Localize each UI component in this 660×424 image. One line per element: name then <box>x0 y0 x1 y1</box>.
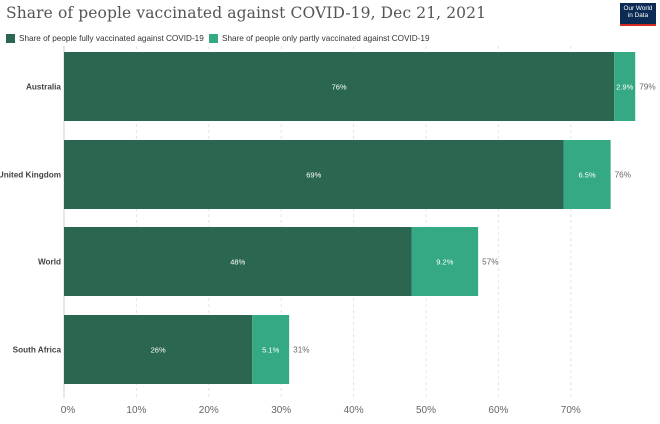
x-tick-label: 0% <box>61 405 76 416</box>
legend-label-fully: Share of people fully vaccinated against… <box>19 34 204 43</box>
data-label-fully: 69% <box>306 171 321 180</box>
total-label: 31% <box>293 346 309 355</box>
legend-swatch-fully <box>6 34 15 43</box>
y-category-label: South Africa <box>13 346 62 355</box>
legend-label-partly: Share of people only partly vaccinated a… <box>222 34 430 43</box>
owid-logo[interactable]: Our World in Data <box>620 3 656 26</box>
x-tick-label: 70% <box>561 405 581 416</box>
x-tick-label: 40% <box>344 405 364 416</box>
bar-fully-vaccinated <box>64 140 564 209</box>
x-tick-label: 30% <box>271 405 291 416</box>
chart-title: Share of people vaccinated against COVID… <box>6 4 487 22</box>
data-label-fully: 76% <box>332 83 347 92</box>
data-label-partly: 6.5% <box>579 171 596 180</box>
logo-line-1: Our World <box>623 4 653 12</box>
legend-swatch-partly <box>209 34 218 43</box>
bar-partly-vaccinated <box>563 140 611 209</box>
data-label-partly: 2.9% <box>616 83 633 92</box>
x-tick-label: 60% <box>488 405 508 416</box>
logo-line-2: in Data <box>627 11 649 19</box>
bar-partly-vaccinated <box>411 227 479 296</box>
bar-partly-vaccinated <box>614 52 636 121</box>
bar-fully-vaccinated <box>64 52 615 121</box>
x-tick-label: 50% <box>416 405 436 416</box>
x-tick-label: 20% <box>199 405 219 416</box>
bar-fully-vaccinated <box>64 227 412 296</box>
total-label: 57% <box>482 258 498 267</box>
data-label-fully: 48% <box>230 258 245 267</box>
data-label-partly: 5.1% <box>262 346 279 355</box>
total-label: 76% <box>615 171 631 180</box>
legend-item-partly[interactable]: Share of people only partly vaccinated a… <box>209 34 430 43</box>
data-label-fully: 26% <box>151 346 166 355</box>
data-label-partly: 9.2% <box>436 258 453 267</box>
bar-partly-vaccinated <box>252 315 290 384</box>
y-category-label: United Kingdom <box>0 171 61 180</box>
bar-fully-vaccinated <box>64 315 253 384</box>
legend-item-fully[interactable]: Share of people fully vaccinated against… <box>6 34 204 43</box>
x-tick-label: 10% <box>126 405 146 416</box>
y-category-label: Australia <box>26 83 61 92</box>
total-label: 79% <box>639 83 655 92</box>
y-category-label: World <box>38 258 61 267</box>
